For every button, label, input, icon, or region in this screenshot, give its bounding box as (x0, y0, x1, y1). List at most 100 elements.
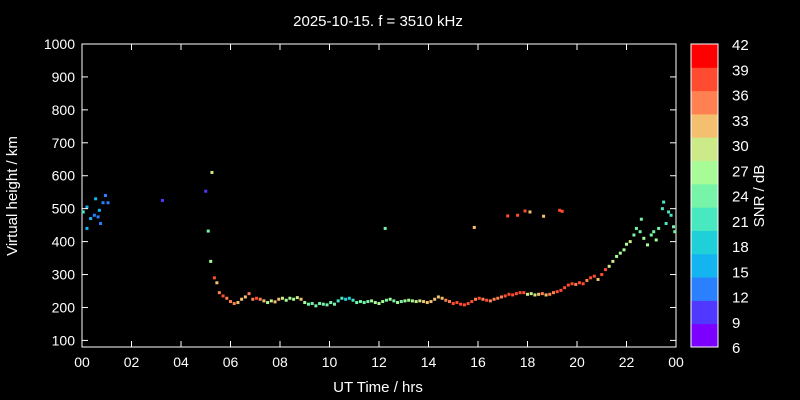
data-point (577, 281, 581, 285)
x-tick-label: 22 (619, 354, 635, 370)
data-point (258, 297, 262, 301)
colorbar-segment (691, 113, 718, 138)
data-point (528, 210, 532, 214)
data-point (321, 302, 325, 306)
data-point (516, 213, 520, 217)
data-point (485, 298, 489, 302)
data-point (514, 292, 518, 296)
data-point (585, 278, 589, 282)
data-point (429, 300, 433, 304)
data-point (628, 240, 632, 244)
data-point (388, 297, 392, 301)
data-point (518, 291, 522, 295)
data-point (455, 301, 459, 305)
data-point (548, 292, 552, 296)
data-point (422, 300, 426, 304)
data-point (522, 291, 526, 295)
data-point (596, 277, 600, 281)
data-point (85, 226, 89, 230)
data-point (492, 297, 496, 301)
y-tick-label: 600 (52, 168, 76, 184)
data-point (377, 302, 381, 306)
data-point (310, 302, 314, 306)
y-tick-label: 400 (52, 234, 76, 250)
data-point (99, 221, 103, 225)
x-tick-label: 14 (421, 354, 437, 370)
colorbar-tick-label: 12 (732, 290, 749, 307)
data-point (94, 197, 98, 201)
data-point (551, 291, 555, 295)
colorbar-tick-label: 39 (732, 62, 749, 79)
data-point (347, 296, 351, 300)
data-point (566, 283, 570, 287)
colorbar-segment (691, 323, 718, 348)
data-point (370, 299, 374, 303)
plot-area (81, 43, 677, 348)
data-point (466, 302, 470, 306)
data-point (622, 248, 626, 252)
data-point (336, 299, 340, 303)
colorbar-segment (691, 253, 718, 278)
data-point (414, 300, 418, 304)
data-point (459, 302, 463, 306)
x-tick-label: 12 (371, 354, 387, 370)
data-point (611, 259, 615, 263)
data-point (206, 229, 210, 233)
data-point (448, 300, 452, 304)
data-point (511, 293, 515, 297)
data-point (295, 296, 299, 300)
data-point (589, 276, 593, 280)
data-point (555, 290, 559, 294)
colorbar-tick-label: 42 (732, 37, 749, 54)
data-point (340, 296, 344, 300)
data-point (96, 215, 100, 219)
colorbar-segment (691, 137, 718, 162)
data-point (247, 292, 251, 296)
data-point (615, 254, 619, 258)
data-point (210, 170, 214, 174)
colorbar-tick-label: 27 (732, 163, 749, 180)
y-tick-label: 800 (52, 102, 76, 118)
data-point (217, 291, 221, 295)
data-point (383, 226, 387, 230)
x-tick-label: 02 (124, 354, 140, 370)
data-point (384, 298, 388, 302)
data-point (537, 292, 541, 296)
data-point (160, 198, 164, 202)
data-point (204, 189, 208, 193)
data-point (544, 293, 548, 297)
data-point (221, 294, 225, 298)
data-point (262, 299, 266, 303)
y-axis-ticks: 100 200 300 400 500 600 700 800 900 1000 (44, 36, 676, 348)
y-tick-label: 900 (52, 69, 76, 85)
data-point (660, 207, 664, 211)
data-point (503, 294, 507, 298)
data-point (92, 213, 96, 217)
data-point (358, 300, 362, 304)
data-point (638, 230, 642, 234)
data-point (657, 226, 661, 230)
data-point (381, 300, 385, 304)
data-point (529, 292, 533, 296)
data-point (451, 302, 455, 306)
data-point (488, 299, 492, 303)
data-point (85, 205, 89, 209)
data-point (366, 300, 370, 304)
x-tick-label: 00 (74, 354, 90, 370)
x-axis-label: UT Time / hrs (333, 379, 423, 396)
data-point (618, 251, 622, 255)
data-point (318, 302, 322, 306)
x-tick-label: 04 (173, 354, 189, 370)
x-tick-label: 18 (520, 354, 536, 370)
data-point (399, 300, 403, 304)
chart-title: 2025-10-15. f = 3510 kHz (293, 13, 463, 30)
x-tick-label: 10 (322, 354, 338, 370)
colorbar-label: SNR / dB (751, 165, 768, 228)
data-point (273, 300, 277, 304)
colorbar-tick-label: 36 (732, 88, 749, 105)
data-point (574, 282, 578, 286)
colorbar-segment (691, 67, 718, 92)
colorbar-segment (691, 277, 718, 301)
colorbar-tick-label: 24 (732, 189, 749, 206)
data-point (407, 298, 411, 302)
